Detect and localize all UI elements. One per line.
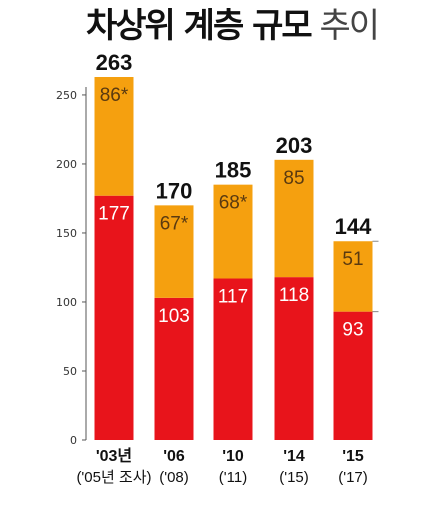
x-category-label: '06 <box>163 448 185 465</box>
bar-segment-upper <box>213 184 253 279</box>
bar-segment-upper <box>154 205 194 298</box>
bar-segment-upper <box>333 241 373 312</box>
bar-segment-label: 68* <box>219 193 248 214</box>
bar-segment-lower <box>154 297 194 440</box>
x-sub-label: ('17) <box>338 469 368 486</box>
bar-segment-lower <box>333 311 373 440</box>
bar-segment-upper <box>274 159 314 278</box>
y-tick-label: 200 <box>56 158 77 171</box>
bar-segment-label: 85 <box>283 168 304 189</box>
bar-segment-upper <box>94 77 134 196</box>
x-sub-label: ('05년 조사) <box>76 469 151 486</box>
bar-segment-label: 67* <box>160 213 189 234</box>
bar-total-label: 185 <box>215 158 252 183</box>
x-sub-label: ('08) <box>159 469 189 486</box>
bar-segment-label: 117 <box>218 287 248 308</box>
bar-total-label: 263 <box>96 50 133 75</box>
y-tick-label: 0 <box>70 434 77 447</box>
bar-segment-label: 103 <box>158 306 190 327</box>
y-tick-label: 100 <box>56 296 77 309</box>
chart-title: 차상위 계층 규모 추이 <box>86 6 380 46</box>
x-category-label: '15 <box>342 448 364 465</box>
bar-segment-lower <box>94 195 134 440</box>
y-tick-label: 50 <box>63 365 77 378</box>
bar-segment-label: 177 <box>98 204 130 225</box>
bar-segment-label: 86* <box>100 85 129 106</box>
chart-title-main: 차상위 계층 규모 <box>86 6 313 46</box>
bar-segment-lower <box>274 277 314 440</box>
bar-segment-label: 93 <box>342 320 363 341</box>
bar-segment-lower <box>213 278 253 440</box>
y-tick-label: 150 <box>56 227 77 240</box>
bar-segment-label: 51 <box>342 249 363 270</box>
y-tick-label: 250 <box>56 89 77 102</box>
x-sub-label: ('15) <box>279 469 309 486</box>
bar-total-label: 170 <box>156 178 193 203</box>
bar-segment-label: 118 <box>279 285 309 306</box>
x-category-label: '10 <box>222 448 244 465</box>
x-category-label: '03년 <box>96 446 132 465</box>
bar-total-label: 144 <box>335 214 372 239</box>
bar-total-label: 203 <box>276 133 313 158</box>
x-sub-label: ('11) <box>219 469 247 486</box>
chart-title-suffix: 추이 <box>319 6 380 46</box>
x-category-label: '14 <box>283 448 305 465</box>
